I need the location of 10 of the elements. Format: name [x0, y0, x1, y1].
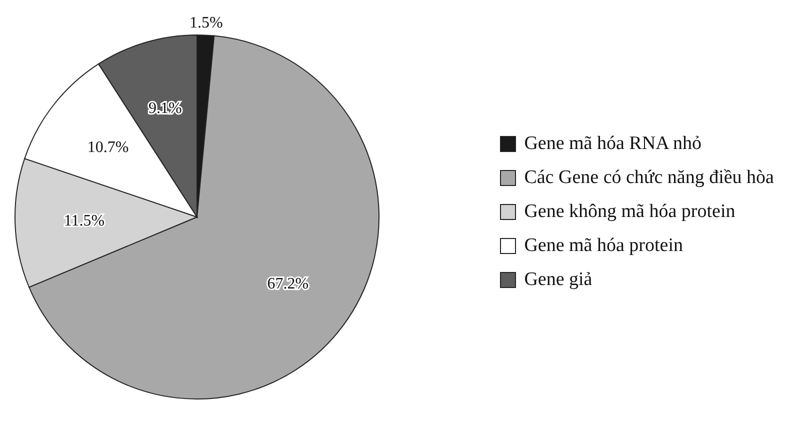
data-label: 67.2% — [267, 275, 309, 292]
legend-label: Gene không mã hóa protein — [524, 200, 736, 224]
data-label: 9.1% — [148, 100, 182, 118]
legend-label: Gene giả — [524, 268, 592, 292]
data-label: 1.5% — [189, 14, 223, 32]
data-label: 10.7% — [87, 139, 129, 156]
legend-label: Gene mã hóa RNA nhỏ — [524, 132, 702, 156]
legend-label: Các Gene có chức năng điều hòa — [524, 166, 774, 190]
data-label: 11.5% — [64, 212, 105, 230]
legend-label: Gene mã hóa protein — [524, 234, 683, 258]
